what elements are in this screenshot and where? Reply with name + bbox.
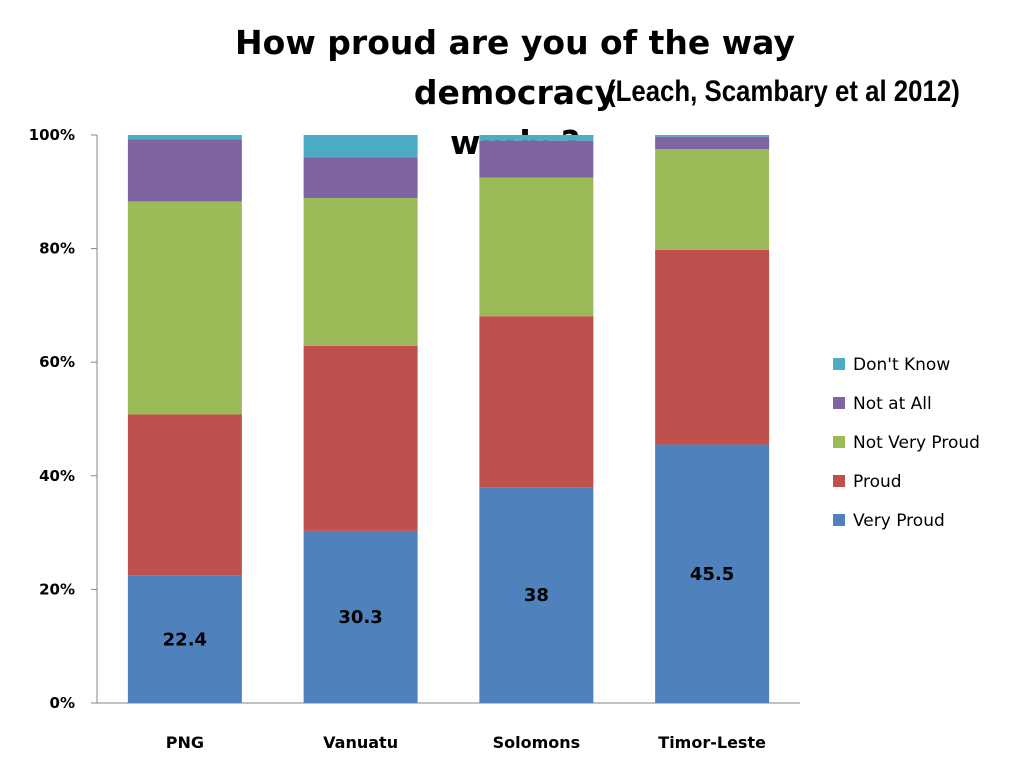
bar-segment — [479, 140, 594, 178]
bar-segment — [127, 139, 242, 202]
bar-segment — [655, 136, 770, 150]
y-tick-label: 0% — [50, 694, 75, 712]
legend-swatch — [833, 358, 845, 370]
legend-label: Very Proud — [853, 511, 945, 531]
bar-segment — [655, 149, 770, 250]
bar-segment — [303, 157, 418, 199]
x-tick-label: Vanuatu — [323, 733, 398, 752]
data-label: 22.4 — [163, 629, 207, 650]
bar-segment — [127, 201, 242, 415]
bar-segment — [479, 316, 594, 488]
legend-label: Proud — [853, 472, 902, 492]
y-tick-label: 60% — [39, 353, 75, 371]
bar-segment — [479, 487, 594, 703]
bars — [127, 135, 770, 703]
legend-swatch — [833, 514, 845, 526]
bar-segment — [303, 198, 418, 346]
legend: Don't Know Not at All Not Very Proud Proud V… — [833, 355, 980, 531]
data-label: 38 — [524, 585, 549, 606]
y-tick-label: 20% — [39, 580, 75, 598]
y-tick-label: 100% — [29, 126, 75, 144]
bar-segment — [655, 249, 770, 445]
chart-title: How proud are you of the way democracy w… — [150, 18, 880, 168]
legend-label: Not Very Proud — [853, 433, 980, 453]
x-tick-label: Solomons — [493, 733, 581, 752]
bar-segment — [479, 177, 594, 317]
chart-subtitle: (Leach, Scambary et al 2012) — [607, 75, 960, 108]
data-label: 45.5 — [690, 564, 734, 585]
bar-segment — [127, 575, 242, 703]
y-tick-label: 40% — [39, 467, 75, 485]
legend-swatch — [833, 436, 845, 448]
legend-label: Don't Know — [853, 355, 950, 375]
bar-segment — [127, 414, 242, 576]
x-tick-label: Timor-Leste — [658, 733, 766, 752]
data-label: 30.3 — [338, 607, 382, 628]
x-tick-label: PNG — [166, 733, 204, 752]
data-labels: 22.4 30.3 38 45.5 — [163, 564, 735, 651]
bar-segment — [655, 135, 770, 137]
legend-swatch — [833, 475, 845, 487]
bar-segment — [303, 345, 418, 531]
bar-segment — [479, 135, 594, 141]
legend-label: Not at All — [853, 394, 932, 414]
bar-segment — [303, 530, 418, 703]
bar-segment — [655, 444, 770, 703]
bar-segment — [127, 135, 242, 140]
bar-segment — [303, 135, 418, 158]
legend-swatch — [833, 397, 845, 409]
chart-title-line1: How proud are you of the way democracy — [235, 23, 795, 112]
y-tick-label: 80% — [39, 240, 75, 258]
